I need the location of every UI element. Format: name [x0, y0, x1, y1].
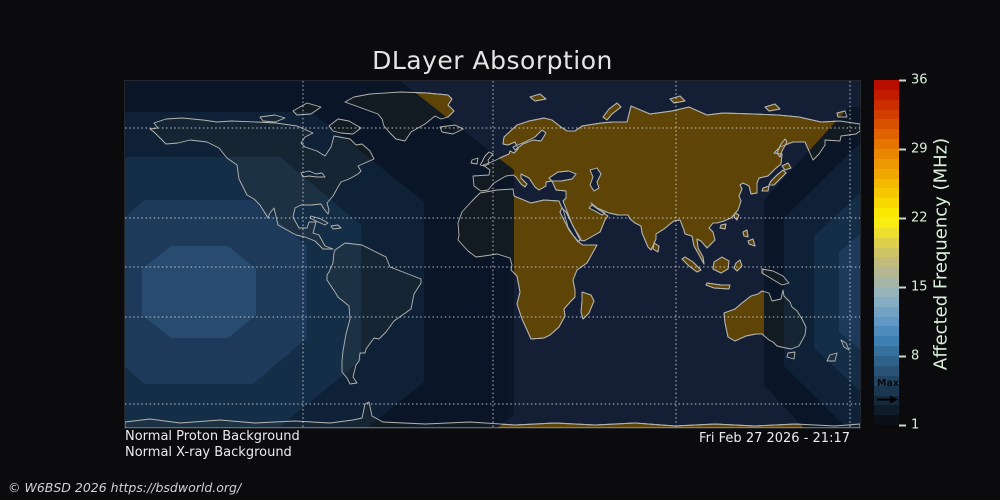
colorbar-axis-label: Affected Frequency (MHz) — [930, 137, 952, 371]
tick-dash — [899, 217, 906, 219]
colorbar-segment — [874, 287, 899, 297]
colorbar-segment — [874, 415, 899, 426]
colorbar-segment — [874, 365, 899, 376]
tick-dash — [899, 424, 906, 426]
graticule — [125, 81, 860, 428]
tick-label: 36 — [911, 72, 928, 88]
max-level-marker: Max — [875, 379, 899, 408]
colorbar-tick: 22 — [899, 211, 928, 226]
colorbar-segment — [874, 178, 899, 189]
colorbar-segment — [874, 237, 899, 248]
tick-label: 8 — [911, 348, 920, 364]
world-map-svg — [125, 81, 860, 428]
proton-status-text: Normal Proton Background — [125, 429, 300, 444]
colorbar-segment — [874, 89, 899, 100]
colorbar-segment — [874, 257, 899, 268]
colorbar-segment — [874, 375, 899, 386]
colorbar-segment — [874, 208, 899, 219]
tick-label: 15 — [911, 279, 928, 295]
absorption-contours — [125, 81, 860, 428]
colorbar-segment — [874, 119, 899, 130]
colorbar-segment — [874, 336, 899, 347]
tick-dash — [899, 79, 906, 81]
colorbar-tick: 15 — [899, 280, 928, 295]
colorbar-tick: 29 — [899, 142, 928, 157]
colorbar-ticks: 36 29 22 15 8 1 — [899, 73, 959, 433]
colorbar-tick: 36 — [899, 73, 928, 88]
colorbar-segment — [874, 227, 899, 238]
tick-label: 29 — [911, 141, 928, 157]
colorbar-segment — [874, 158, 899, 169]
max-arrow-icon — [877, 395, 898, 404]
colorbar-segment — [874, 296, 899, 307]
colorbar-tick: 8 — [899, 349, 919, 364]
xray-status-text: Normal X-ray Background — [125, 445, 292, 460]
colorbar-segment — [874, 99, 899, 110]
tick-dash — [899, 148, 906, 150]
colorbar-segment — [874, 168, 899, 179]
colorbar-tick: 1 — [899, 418, 919, 433]
colorbar-segment — [874, 218, 899, 228]
timestamp-text: Fri Feb 27 2026 - 21:17 — [699, 431, 850, 446]
colorbar-segment — [874, 356, 899, 366]
max-marker-label: Max — [877, 378, 899, 389]
colorbar-segment — [874, 139, 899, 150]
colorbar-segment — [874, 149, 899, 159]
colorbar-segment — [874, 326, 899, 337]
colorbar-segment — [874, 129, 899, 140]
colorbar-segment — [874, 198, 899, 209]
world-map — [124, 80, 861, 429]
tick-dash — [899, 286, 906, 288]
colorbar-segment — [874, 306, 899, 317]
colorbar-segment — [874, 247, 899, 258]
colorbar-segment — [874, 385, 899, 396]
colorbar-segment — [874, 267, 899, 278]
copyright-text: © W6BSD 2026 https://bsdworld.org/ — [8, 480, 242, 495]
colorbar-segment — [874, 109, 899, 120]
page-title: DLayer Absorption — [372, 46, 613, 75]
colorbar-segment — [874, 80, 899, 90]
tick-label: 1 — [911, 417, 920, 433]
colorbar-segment — [874, 277, 899, 288]
colorbar-segment — [874, 346, 899, 357]
colorbar-segment — [874, 188, 899, 199]
tick-label: 22 — [911, 210, 928, 226]
colorbar-segment — [874, 316, 899, 327]
frequency-colorbar — [874, 80, 899, 426]
tick-dash — [899, 355, 906, 357]
colorbar-segment — [874, 405, 899, 416]
